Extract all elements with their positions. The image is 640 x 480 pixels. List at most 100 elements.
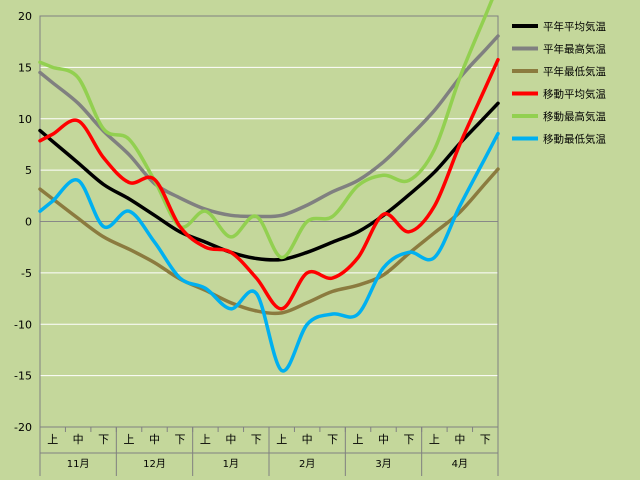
x-tick-label: 中 [454, 433, 465, 446]
x-tick-label: 中 [302, 433, 313, 446]
data-point [51, 66, 54, 69]
data-point [484, 182, 487, 185]
data-point [458, 76, 461, 79]
data-point [51, 199, 54, 203]
data-point [331, 290, 334, 293]
data-point [433, 231, 436, 234]
data-point [433, 204, 436, 208]
data-point [331, 312, 334, 316]
data-point [255, 276, 258, 280]
data-point [229, 301, 232, 304]
data-point [102, 225, 105, 228]
data-point [77, 76, 80, 79]
x-month-label: 1月 [223, 458, 239, 470]
data-point [255, 309, 258, 313]
x-tick-label: 下 [403, 433, 414, 446]
data-point [306, 251, 309, 254]
x-month-label: 2月 [299, 458, 315, 470]
data-point [153, 261, 156, 264]
data-point [229, 307, 232, 310]
legend-label: 移動最低気温 [543, 133, 606, 146]
x-month-label: 12月 [143, 458, 166, 470]
legend-label: 平年最高気温 [543, 43, 606, 56]
y-tick-label: 10 [18, 113, 32, 126]
y-tick-label: -15 [14, 370, 32, 383]
data-point [77, 161, 80, 165]
data-point [356, 256, 360, 259]
data-point [229, 251, 232, 254]
series-line-5 [38, 131, 500, 373]
x-tick-label: 中 [225, 433, 236, 446]
data-point [178, 230, 182, 233]
data-point [407, 230, 411, 233]
data-point [407, 193, 411, 196]
data-point [51, 133, 54, 136]
data-point [306, 203, 309, 207]
y-tick-label: -10 [14, 318, 32, 331]
data-point [356, 284, 360, 287]
x-tick-label: 上 [429, 433, 440, 446]
data-point [484, 14, 487, 18]
y-tick-label: 5 [25, 164, 32, 177]
data-point [407, 179, 411, 182]
data-point [127, 248, 131, 251]
data-point [484, 156, 487, 159]
data-point [255, 215, 258, 218]
data-point [178, 225, 182, 228]
data-point [280, 307, 283, 310]
data-point [331, 190, 334, 193]
data-point [433, 256, 436, 259]
series-line-2 [38, 167, 500, 316]
data-point [407, 136, 411, 139]
y-axis-ticks: -20 -15 -10 -5 0 5 10 15 20 [14, 10, 32, 434]
data-point [255, 257, 258, 260]
x-tick-label: 下 [251, 433, 262, 446]
data-point [204, 246, 207, 249]
data-point [153, 214, 156, 217]
data-point [382, 160, 385, 164]
data-point [280, 311, 283, 315]
data-point [356, 179, 360, 182]
data-point [382, 174, 385, 177]
data-point [127, 153, 131, 156]
data-point [153, 178, 156, 181]
data-point [178, 276, 182, 280]
data-point [433, 171, 436, 174]
x-tick-label: 下 [480, 433, 491, 446]
data-point [484, 48, 487, 52]
data-point [127, 181, 131, 184]
x-tick-label: 中 [149, 433, 160, 446]
x-tick-label: 下 [98, 433, 109, 446]
data-point [458, 204, 461, 208]
data-point [229, 214, 232, 217]
x-tick-label: 上 [353, 433, 364, 446]
x-tick-label: 中 [73, 433, 84, 446]
x-month-label: 11月 [67, 458, 90, 470]
data-point [306, 301, 309, 304]
data-point [280, 214, 283, 217]
data-point [280, 369, 283, 372]
data-point [356, 312, 360, 316]
y-tick-label: -20 [14, 421, 32, 434]
data-point [382, 273, 385, 277]
data-point [407, 251, 411, 254]
x-tick-label: 上 [200, 433, 211, 446]
data-point [306, 220, 309, 223]
data-point [204, 210, 207, 213]
data-point [102, 156, 105, 159]
data-point [102, 235, 105, 239]
data-point [433, 109, 436, 112]
data-point [51, 81, 54, 85]
data-point [484, 86, 487, 90]
data-point [51, 140, 54, 143]
data-point [77, 102, 80, 105]
x-tick-label: 上 [47, 433, 58, 446]
data-point [204, 240, 207, 244]
x-axis-category-table: 上 中 下 上 中 下 上 中 下 上 中 下 上 中 下 上 中 下 11月 12月 1月 2月 3月 4月 [39, 427, 499, 476]
data-point [255, 292, 258, 295]
data-point [484, 115, 487, 118]
x-month-label: 3月 [375, 458, 391, 470]
data-point [382, 266, 385, 269]
x-tick-label: 中 [378, 433, 389, 446]
